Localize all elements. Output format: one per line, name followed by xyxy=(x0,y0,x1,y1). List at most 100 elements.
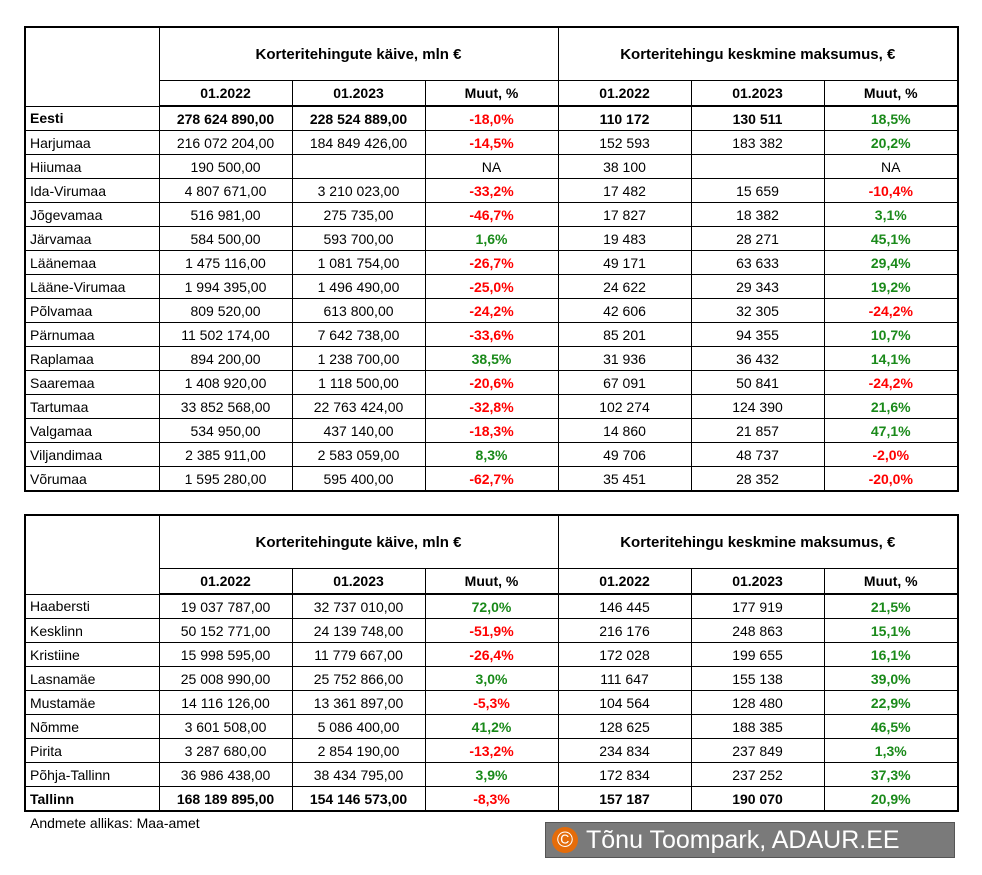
row-label: Võrumaa xyxy=(24,466,160,492)
table-row: Eesti 278 624 890,00 228 524 889,00 -18,0% 1… xyxy=(24,105,959,131)
table-cell: 595 400,00 xyxy=(291,466,426,492)
column-header: Muut, % xyxy=(823,80,959,107)
data-table: Korteritehingute käive, mln € Korteritehi… xyxy=(24,26,959,492)
table-cell: 894 200,00 xyxy=(158,346,293,371)
table-cell: 584 500,00 xyxy=(158,226,293,251)
table-cell: 613 800,00 xyxy=(291,298,426,323)
table-cell: -13,2% xyxy=(424,738,559,763)
table-cell: 1 496 490,00 xyxy=(291,274,426,299)
table-cell: -26,7% xyxy=(424,250,559,275)
table-cell: 172 028 xyxy=(557,642,692,667)
data-table: Korteritehingute käive, mln € Korteritehi… xyxy=(24,514,959,812)
table-cell: 49 706 xyxy=(557,442,692,467)
table-cell: 42 606 xyxy=(557,298,692,323)
table-cell: 32 305 xyxy=(690,298,825,323)
table-cell: 15 998 595,00 xyxy=(158,642,293,667)
row-label: Tallinn xyxy=(24,786,160,812)
table-row: Põhja-Tallinn 36 986 438,00 38 434 795,00 3… xyxy=(24,762,959,787)
row-label: Põhja-Tallinn xyxy=(24,762,160,787)
table-cell: 38,5% xyxy=(424,346,559,371)
table-cell: 28 352 xyxy=(690,466,825,492)
table-cell: 237 849 xyxy=(690,738,825,763)
table-cell: 1 595 280,00 xyxy=(158,466,293,492)
table-row: Järvamaa 584 500,00 593 700,00 1,6% 19 483 28… xyxy=(24,226,959,251)
table-cell: 146 445 xyxy=(557,593,692,619)
table-cell: 21,6% xyxy=(823,394,959,419)
row-label: Nõmme xyxy=(24,714,160,739)
table-cell: 1,3% xyxy=(823,738,959,763)
table-cell: -32,8% xyxy=(424,394,559,419)
table-cell: 154 146 573,00 xyxy=(291,786,426,812)
watermark-text: Tõnu Toompark, ADAUR.EE xyxy=(586,825,900,854)
row-label: Kristiine xyxy=(24,642,160,667)
table-cell: 21 857 xyxy=(690,418,825,443)
table-cell: 25 752 866,00 xyxy=(291,666,426,691)
table-row: Ida-Virumaa 4 807 671,00 3 210 023,00 -33,2… xyxy=(24,178,959,203)
table-row: Läänemaa 1 475 116,00 1 081 754,00 -26,7% 49… xyxy=(24,250,959,275)
table-cell: -24,2% xyxy=(823,298,959,323)
table-cell: 228 524 889,00 xyxy=(291,105,426,131)
table-cell: 46,5% xyxy=(823,714,959,739)
table-row: Lääne-Virumaa 1 994 395,00 1 496 490,00 -25… xyxy=(24,274,959,299)
table-cell: 152 593 xyxy=(557,130,692,155)
table-cell: 38 100 xyxy=(557,154,692,179)
table-cell: 45,1% xyxy=(823,226,959,251)
table-cell: -2,0% xyxy=(823,442,959,467)
table-row: Mustamäe 14 116 126,00 13 361 897,00 -5,3% 1… xyxy=(24,690,959,715)
table-cell: 24 622 xyxy=(557,274,692,299)
table-cell: 3 287 680,00 xyxy=(158,738,293,763)
table-cell xyxy=(690,154,825,179)
table-cell: 177 919 xyxy=(690,593,825,619)
table-cell: 17 482 xyxy=(557,178,692,203)
row-label: Mustamäe xyxy=(24,690,160,715)
table-cell: 85 201 xyxy=(557,322,692,347)
table-cell: 18,5% xyxy=(823,105,959,131)
table-cell: 29,4% xyxy=(823,250,959,275)
column-header: 01.2022 xyxy=(557,568,692,595)
table-cell: 593 700,00 xyxy=(291,226,426,251)
table-row: Haabersti 19 037 787,00 32 737 010,00 72,0%… xyxy=(24,593,959,619)
table-row: Tartumaa 33 852 568,00 22 763 424,00 -32,8%… xyxy=(24,394,959,419)
table-cell: 1 475 116,00 xyxy=(158,250,293,275)
column-header-row: 01.2022 01.2023 Muut, % 01.2022 01.2023 Muut,… xyxy=(25,568,959,595)
table-cell: -20,6% xyxy=(424,370,559,395)
source-note: Andmete allikas: Maa-amet xyxy=(30,815,200,831)
row-label: Järvamaa xyxy=(24,226,160,251)
table-cell: 190 070 xyxy=(690,786,825,812)
row-label: Haabersti xyxy=(24,593,160,619)
table-cell: 72,0% xyxy=(424,593,559,619)
row-label: Põlvamaa xyxy=(24,298,160,323)
row-label: Läänemaa xyxy=(24,250,160,275)
table-cell: 36 432 xyxy=(690,346,825,371)
table-cell: 248 863 xyxy=(690,618,825,643)
table-cell: -33,6% xyxy=(424,322,559,347)
table-cell: 1 994 395,00 xyxy=(158,274,293,299)
table-cell: 3,0% xyxy=(424,666,559,691)
table-row: Lasnamäe 25 008 990,00 25 752 866,00 3,0% 11… xyxy=(24,666,959,691)
row-label: Lasnamäe xyxy=(24,666,160,691)
table-row: Nõmme 3 601 508,00 5 086 400,00 41,2% 128 62… xyxy=(24,714,959,739)
group-header: Korteritehingu keskmine maksumus, € xyxy=(557,514,959,569)
table-cell: 20,2% xyxy=(823,130,959,155)
table-cell: -51,9% xyxy=(424,618,559,643)
table-cell: 20,9% xyxy=(823,786,959,812)
table-cell: 437 140,00 xyxy=(291,418,426,443)
table-cell: 534 950,00 xyxy=(158,418,293,443)
table-row: Saaremaa 1 408 920,00 1 118 500,00 -20,6% 67… xyxy=(24,370,959,395)
watermark: © Tõnu Toompark, ADAUR.EE xyxy=(545,822,955,858)
table-cell: 2 385 911,00 xyxy=(158,442,293,467)
table-cell: 50 152 771,00 xyxy=(158,618,293,643)
corner-cell xyxy=(24,514,160,595)
row-label: Pirita xyxy=(24,738,160,763)
table-cell: 63 633 xyxy=(690,250,825,275)
row-label: Saaremaa xyxy=(24,370,160,395)
table-cell: -8,3% xyxy=(424,786,559,812)
table-row: Kristiine 15 998 595,00 11 779 667,00 -26,4… xyxy=(24,642,959,667)
table-cell: 1 081 754,00 xyxy=(291,250,426,275)
row-label: Raplamaa xyxy=(24,346,160,371)
table-cell: -20,0% xyxy=(823,466,959,492)
table-cell: NA xyxy=(823,154,959,179)
table-cell: 216 072 204,00 xyxy=(158,130,293,155)
table-row: Jõgevamaa 516 981,00 275 735,00 -46,7% 17 82… xyxy=(24,202,959,227)
table-cell: 111 647 xyxy=(557,666,692,691)
